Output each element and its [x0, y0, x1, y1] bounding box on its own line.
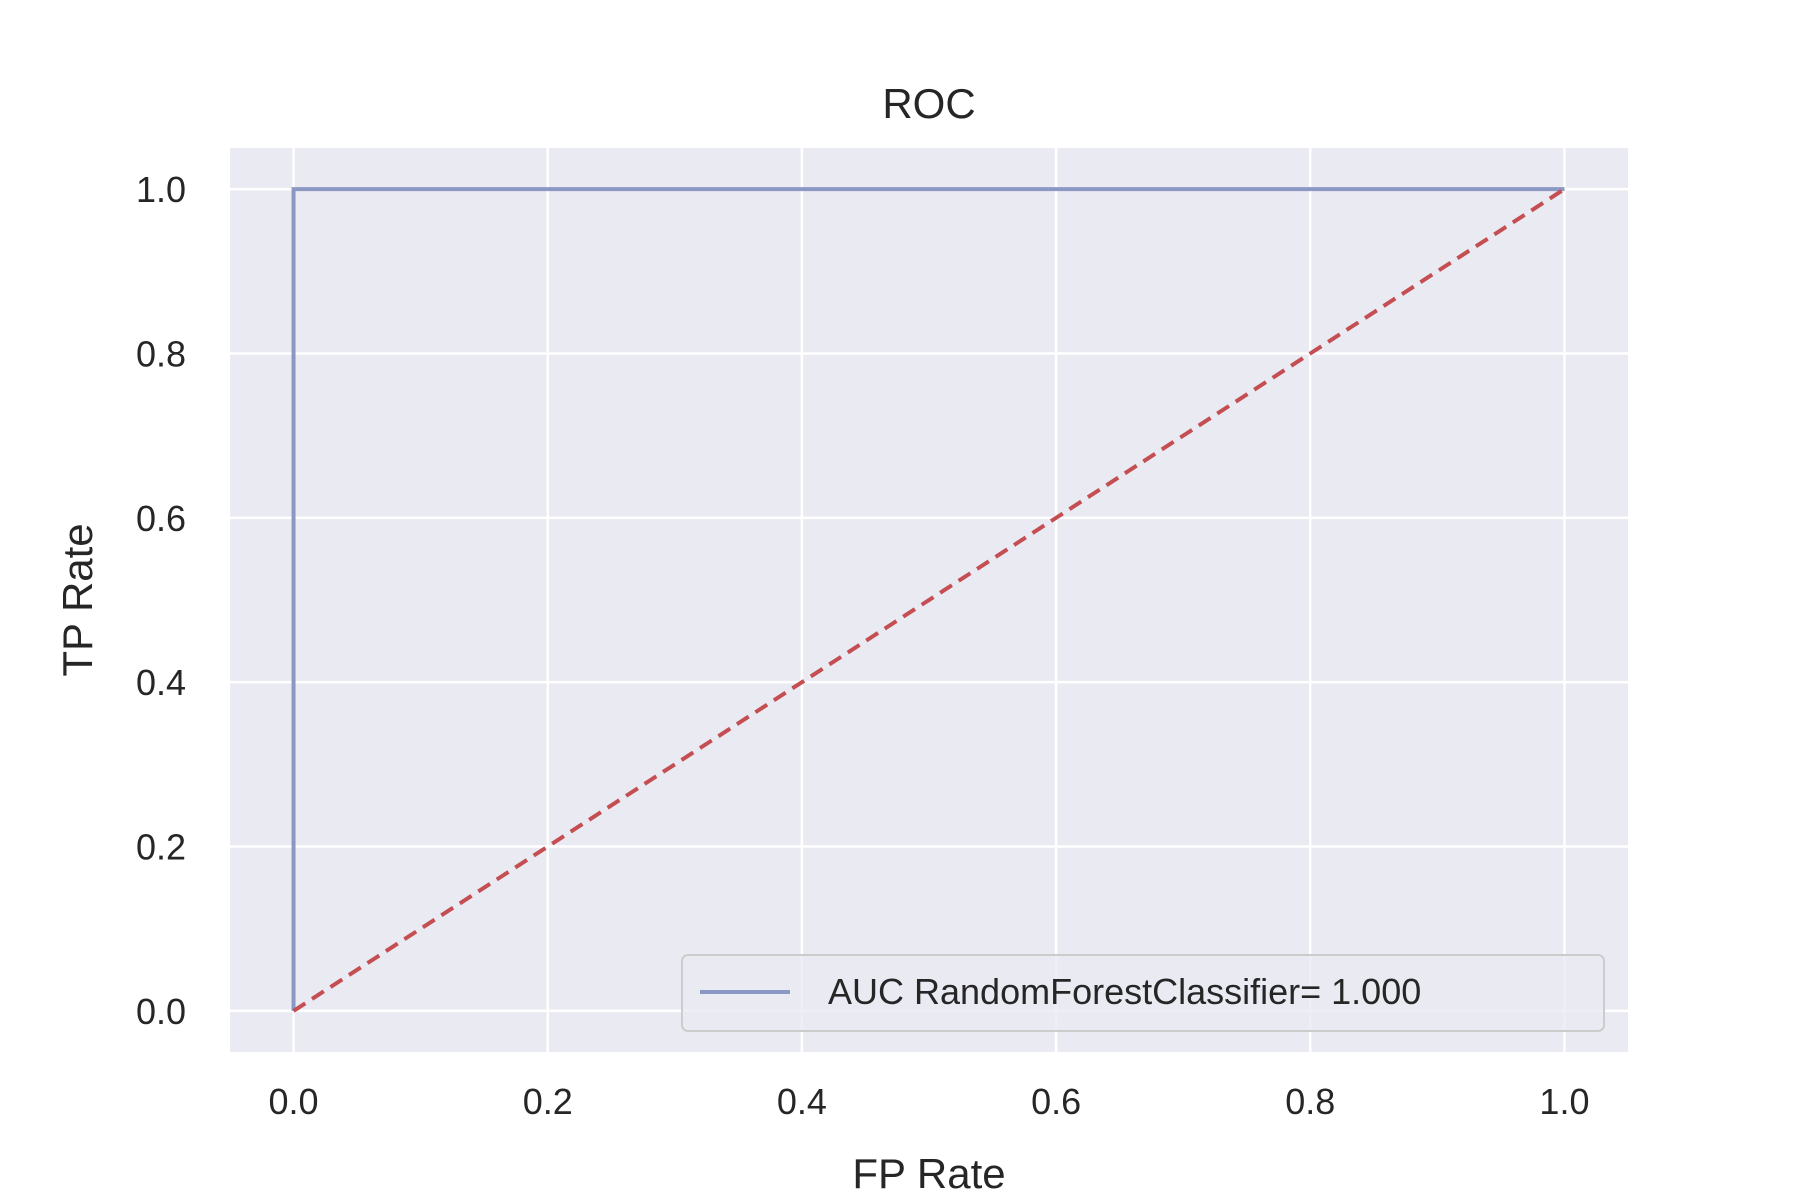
grid-lines: [230, 148, 1628, 1052]
legend: AUC RandomForestClassifier= 1.000: [681, 954, 1605, 1032]
roc-curve-line: [291, 187, 1565, 1011]
x-tick-label: 0.4: [777, 1081, 827, 1122]
y-tick-label: 0.0: [136, 991, 186, 1032]
series-lines: [291, 187, 1566, 1013]
x-tick-label: 1.0: [1539, 1081, 1589, 1122]
y-tick-label: 0.2: [136, 827, 186, 868]
x-axis-label: FP Rate: [852, 1150, 1005, 1197]
legend-entry-label: AUC RandomForestClassifier= 1.000: [828, 971, 1421, 1012]
x-tick-label: 0.0: [269, 1081, 319, 1122]
x-tick-label: 0.6: [1031, 1081, 1081, 1122]
y-axis-label: TP Rate: [54, 523, 101, 676]
y-tick-label: 0.6: [136, 498, 186, 539]
y-tick-label: 0.8: [136, 333, 186, 374]
chance-diagonal-line: [292, 187, 1566, 1013]
legend-box: [681, 954, 1605, 1032]
chart-title: ROC: [882, 80, 975, 127]
y-tick-label: 1.0: [136, 169, 186, 210]
x-tick-label: 0.2: [523, 1081, 573, 1122]
tick-labels: 0.0 0.2 0.4 0.6 0.8 1.0 0.0 0.2 0.4 0.6 0.8 1.0: [136, 169, 1590, 1122]
x-tick-label: 0.8: [1285, 1081, 1335, 1122]
y-tick-label: 0.4: [136, 662, 186, 703]
